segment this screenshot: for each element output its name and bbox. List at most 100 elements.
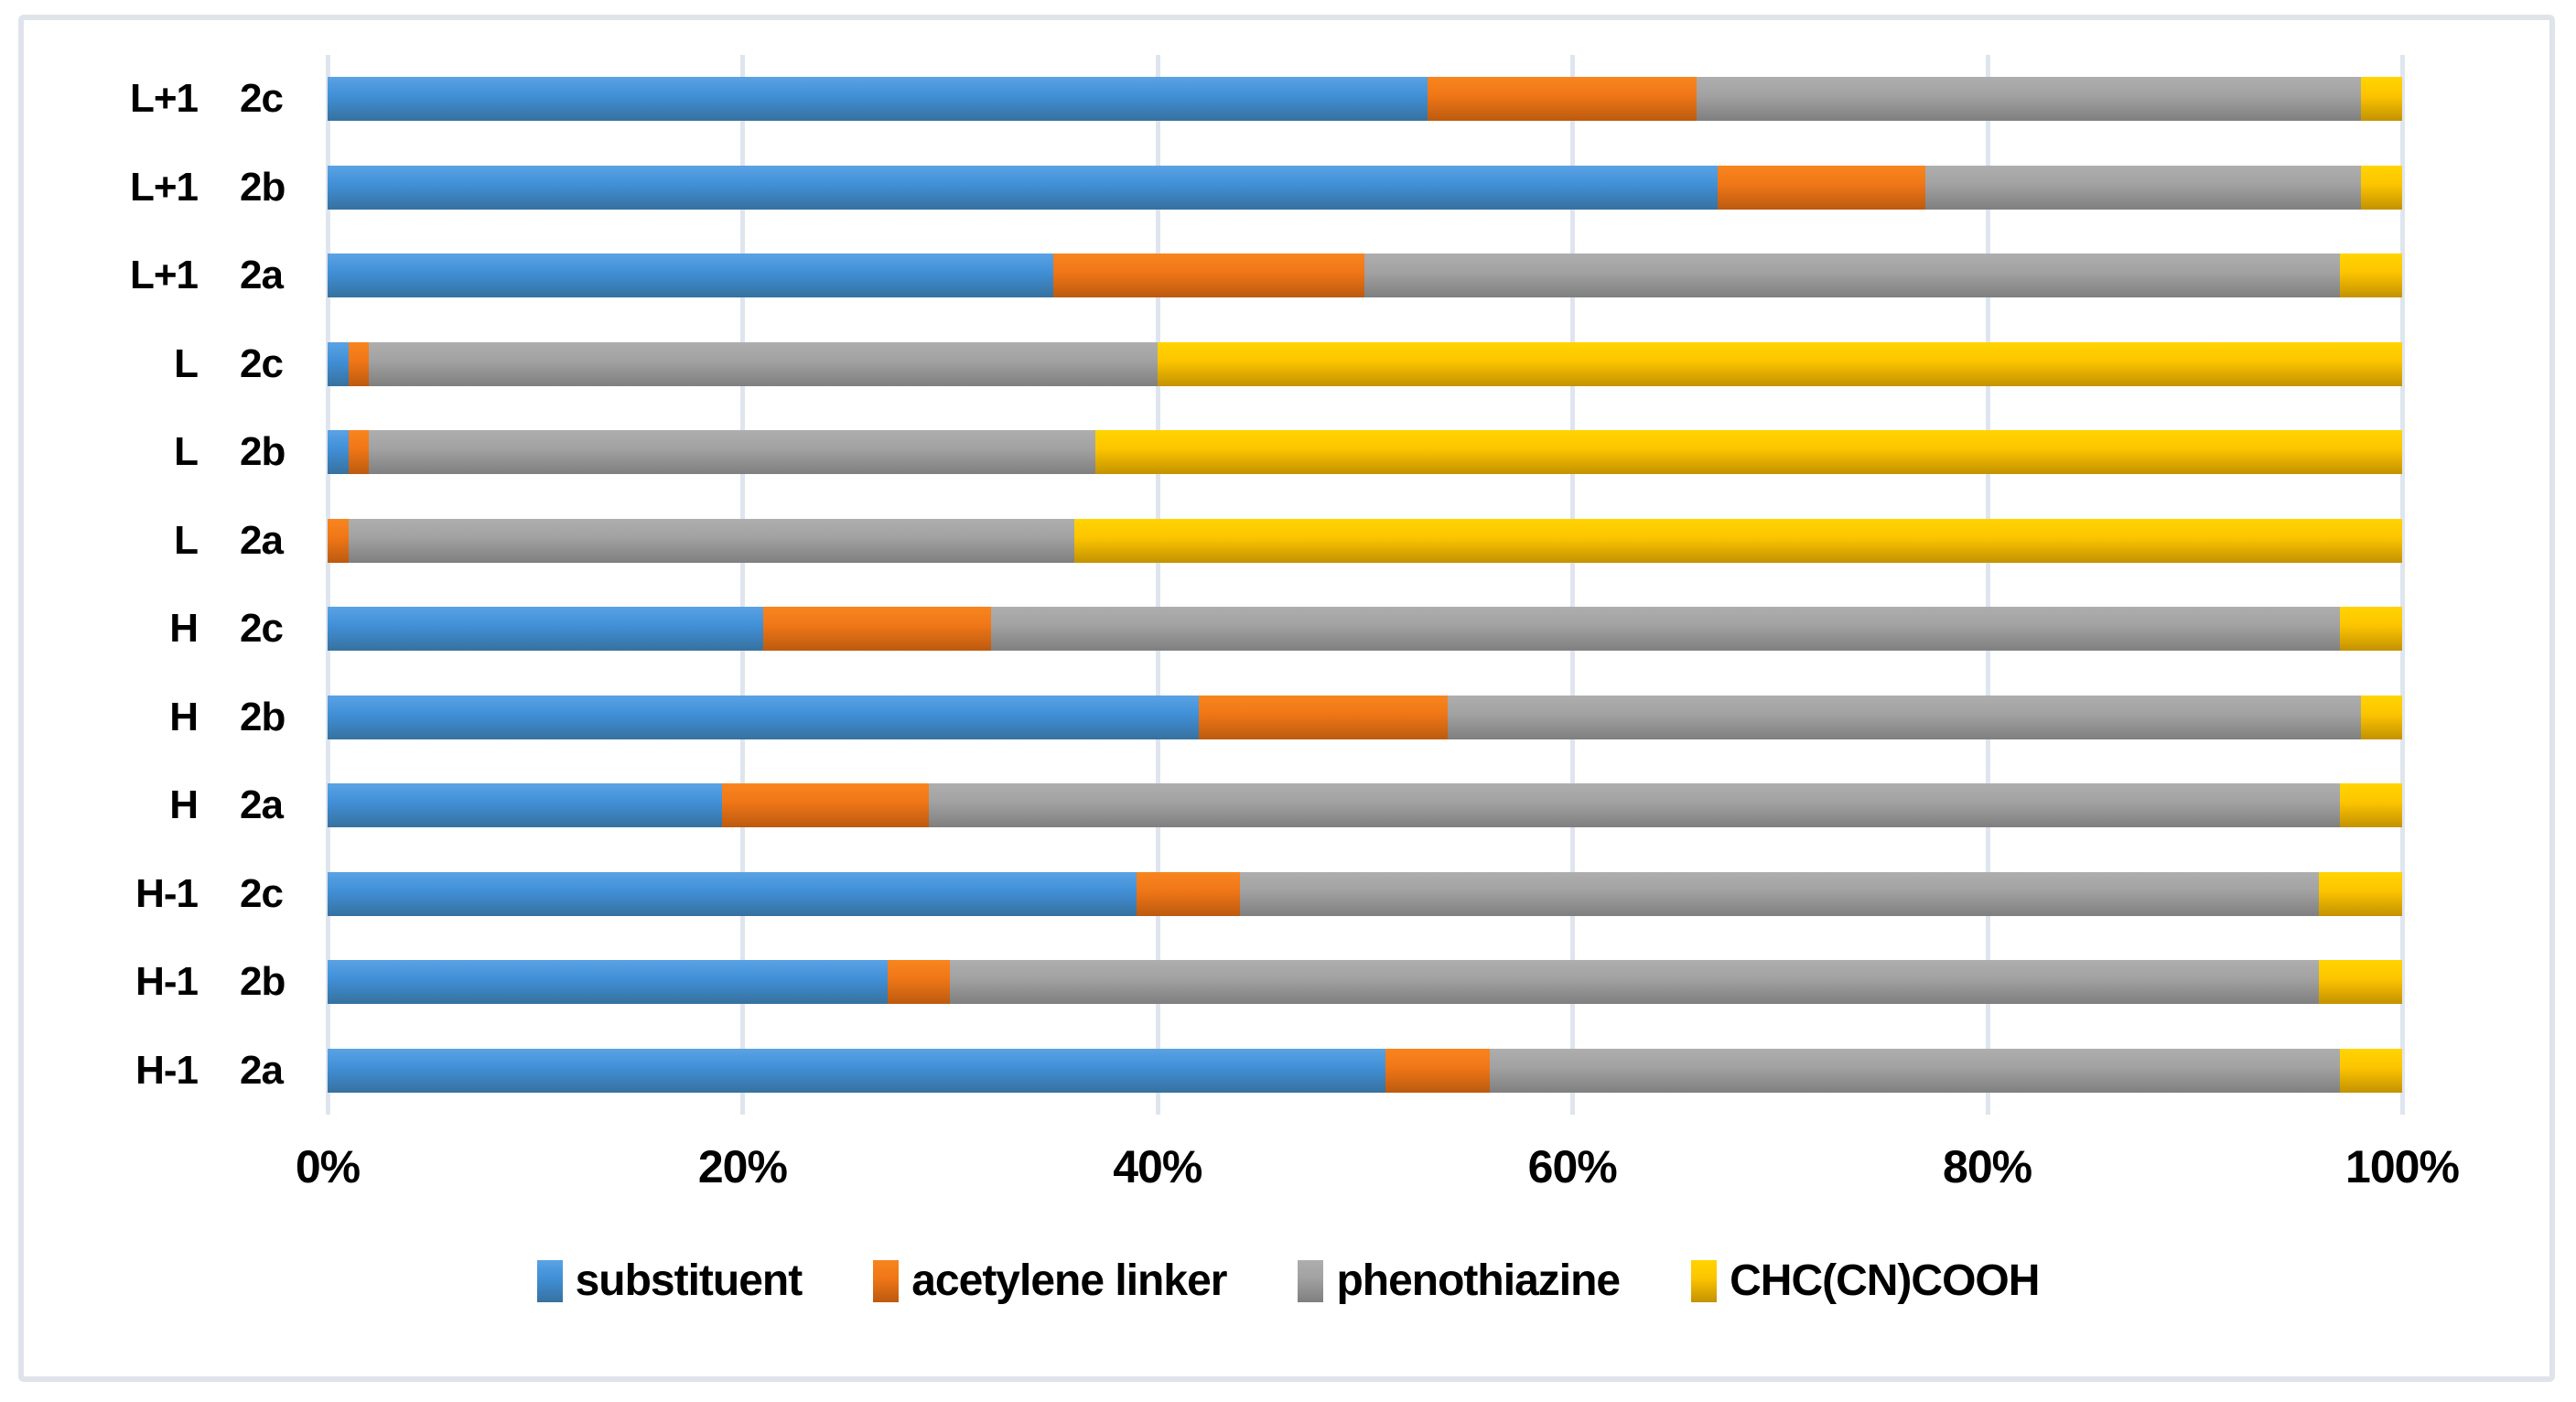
gridline-80% bbox=[1985, 55, 1990, 1115]
stacked-bar bbox=[328, 607, 2402, 652]
category-label: H-1 2c bbox=[27, 850, 304, 938]
stacked-bar bbox=[328, 518, 2402, 563]
bar-segment-substituent bbox=[328, 783, 722, 828]
bar-segment-acetylene-linker bbox=[1199, 695, 1449, 739]
bar-segment-substituent bbox=[328, 1048, 1386, 1093]
bar-segment-chc-cn-cooh bbox=[1157, 341, 2402, 386]
stacked-bar bbox=[328, 430, 2402, 475]
category-label: H 2a bbox=[27, 761, 304, 849]
category-group-text: L bbox=[174, 517, 199, 563]
bar-row-L+1-2c bbox=[328, 55, 2402, 143]
bar-row-H-2b bbox=[328, 674, 2402, 761]
stacked-bar bbox=[328, 77, 2402, 122]
category-label: L 2b bbox=[27, 408, 304, 496]
bar-segment-phenothiazine bbox=[1489, 1048, 2340, 1093]
category-label: L 2a bbox=[27, 497, 304, 585]
bar-segment-phenothiazine bbox=[1924, 165, 2361, 210]
category-label: H-1 2a bbox=[27, 1027, 304, 1115]
legend-item-phenothiazine: phenothiazine bbox=[1298, 1256, 1621, 1306]
x-tick-label: 60% bbox=[1527, 1141, 1618, 1192]
bar-segment-acetylene-linker bbox=[888, 960, 951, 1005]
category-item-text: 2a bbox=[240, 253, 284, 297]
gridline-0% bbox=[326, 55, 330, 1115]
bar-segment-chc-cn-cooh bbox=[2319, 960, 2402, 1005]
legend-item-acetylene-linker: acetylene linker bbox=[873, 1256, 1227, 1306]
x-tick-label: 0% bbox=[295, 1141, 361, 1192]
category-label: L+1 2a bbox=[27, 232, 304, 319]
category-group-text: L+1 bbox=[129, 76, 199, 121]
x-tick-label: 20% bbox=[697, 1141, 788, 1192]
category-item-text: 2a bbox=[240, 782, 284, 827]
legend-item-chc-cn-cooh: CHC(CN)COOH bbox=[1691, 1256, 2040, 1306]
category-label: L 2c bbox=[27, 320, 304, 408]
bar-segment-substituent bbox=[328, 871, 1137, 916]
category-group-text: H bbox=[169, 782, 199, 827]
bar-segment-acetylene-linker bbox=[1137, 871, 1241, 916]
category-item-text: 2b bbox=[240, 164, 286, 210]
bar-segment-chc-cn-cooh bbox=[1074, 518, 2402, 563]
gridline-40% bbox=[1155, 55, 1160, 1115]
bar-segment-substituent bbox=[328, 253, 1054, 298]
bar-segment-phenothiazine bbox=[1364, 253, 2340, 298]
bar-segment-substituent bbox=[328, 430, 349, 475]
category-item-text: 2a bbox=[240, 517, 284, 563]
bar-segment-phenothiazine bbox=[929, 783, 2340, 828]
category-group-text: H-1 bbox=[135, 959, 199, 1004]
category-group-text: L+1 bbox=[129, 253, 199, 297]
stacked-bar bbox=[328, 253, 2402, 298]
plot-area bbox=[326, 55, 2405, 1115]
bar-row-L+1-2a bbox=[328, 232, 2402, 319]
bar-segment-phenothiazine bbox=[1697, 77, 2361, 122]
bar-segment-acetylene-linker bbox=[1717, 165, 1925, 210]
bar-segment-substituent bbox=[328, 960, 889, 1005]
bar-segment-phenothiazine bbox=[950, 960, 2320, 1005]
gridline-100% bbox=[2400, 55, 2405, 1115]
bar-segment-acetylene-linker bbox=[721, 783, 930, 828]
bar-row-H-1-2c bbox=[328, 850, 2402, 938]
bar-row-H-1-2b bbox=[328, 938, 2402, 1026]
category-group-text: L bbox=[174, 340, 199, 386]
legend-label: acetylene linker bbox=[911, 1256, 1227, 1305]
bar-row-H-2a bbox=[328, 761, 2402, 849]
bar-segment-chc-cn-cooh bbox=[2360, 77, 2402, 122]
category-label: H 2c bbox=[27, 585, 304, 673]
category-item-text: 2c bbox=[240, 76, 284, 121]
bar-segment-chc-cn-cooh bbox=[1094, 430, 2402, 475]
legend-label: substituent bbox=[575, 1256, 803, 1305]
bar-row-L+1-2b bbox=[328, 144, 2402, 232]
x-tick-label: 80% bbox=[1943, 1141, 2032, 1192]
legend-swatch-icon bbox=[536, 1259, 563, 1302]
category-item-text: 2b bbox=[240, 429, 286, 474]
bar-segment-chc-cn-cooh bbox=[2339, 783, 2402, 828]
x-tick-label: 100% bbox=[2345, 1141, 2460, 1192]
legend-swatch-icon bbox=[1691, 1259, 1718, 1302]
bar-segment-acetylene-linker bbox=[328, 518, 349, 563]
x-tick-label: 40% bbox=[1113, 1141, 1202, 1192]
category-item-text: 2b bbox=[240, 694, 286, 739]
gridline-20% bbox=[740, 55, 746, 1115]
gridline-60% bbox=[1570, 55, 1576, 1115]
legend-label: phenothiazine bbox=[1336, 1256, 1621, 1305]
bar-row-H-1-2a bbox=[328, 1027, 2402, 1115]
bar-segment-chc-cn-cooh bbox=[2360, 165, 2402, 210]
bar-segment-chc-cn-cooh bbox=[2339, 607, 2402, 652]
category-group-text: L bbox=[174, 429, 199, 474]
bar-row-H-2c bbox=[328, 585, 2402, 673]
category-label: L+1 2c bbox=[27, 55, 304, 143]
bar-segment-phenothiazine bbox=[1240, 871, 2320, 916]
category-group-text: L+1 bbox=[129, 164, 199, 210]
bar-segment-acetylene-linker bbox=[1385, 1048, 1490, 1093]
stacked-bar bbox=[328, 783, 2402, 828]
bar-row-L-2a bbox=[328, 497, 2402, 585]
category-label: H 2b bbox=[27, 674, 304, 761]
bar-segment-acetylene-linker bbox=[348, 341, 370, 386]
category-item-text: 2a bbox=[240, 1047, 284, 1093]
bar-segment-phenothiazine bbox=[991, 607, 2340, 652]
bar-segment-chc-cn-cooh bbox=[2339, 253, 2402, 298]
stacked-bar bbox=[328, 165, 2402, 210]
bar-segment-chc-cn-cooh bbox=[2339, 1048, 2402, 1093]
bar-segment-substituent bbox=[328, 165, 1718, 210]
bar-segment-phenothiazine bbox=[369, 341, 1158, 386]
bar-segment-acetylene-linker bbox=[1427, 77, 1698, 122]
